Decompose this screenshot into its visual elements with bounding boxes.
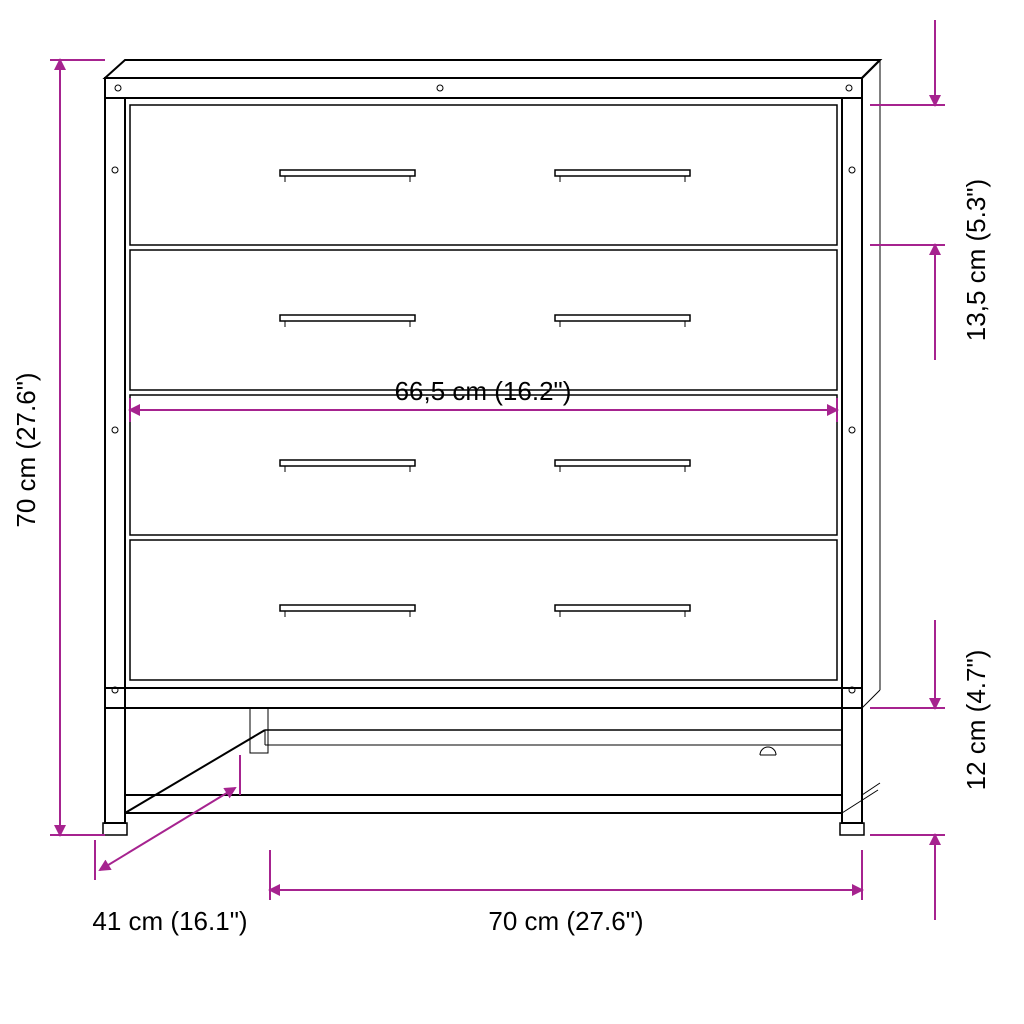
dim-depth-label: 41 cm (16.1") xyxy=(92,906,247,936)
dim-height-label: 70 cm (27.6") xyxy=(11,372,41,527)
furniture-dimension-diagram: 70 cm (27.6") 41 cm (16.1") 70 cm (27.6"… xyxy=(0,0,1024,1024)
dim-leg-height-label: 12 cm (4.7") xyxy=(961,650,991,791)
dim-drawer-width-label: 66,5 cm (16.2") xyxy=(395,376,572,406)
dim-drawer-height-label: 13,5 cm (5.3") xyxy=(961,179,991,341)
dim-width-label: 70 cm (27.6") xyxy=(488,906,643,936)
